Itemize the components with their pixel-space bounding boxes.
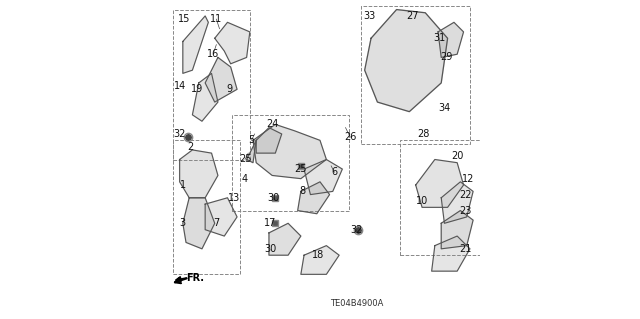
Text: 31: 31	[433, 33, 445, 43]
Text: 7: 7	[213, 218, 220, 228]
Text: 9: 9	[226, 84, 232, 94]
Polygon shape	[205, 198, 237, 236]
Polygon shape	[441, 211, 473, 249]
Text: 25: 25	[239, 154, 252, 165]
Text: 21: 21	[459, 244, 471, 254]
Text: 26: 26	[344, 132, 356, 142]
Text: 10: 10	[416, 196, 428, 206]
Polygon shape	[215, 22, 250, 64]
Polygon shape	[269, 223, 301, 255]
Text: 3: 3	[180, 218, 186, 228]
Polygon shape	[183, 198, 215, 249]
Polygon shape	[416, 160, 463, 207]
Polygon shape	[365, 10, 447, 112]
Text: 33: 33	[364, 11, 376, 21]
Polygon shape	[441, 182, 473, 223]
Polygon shape	[301, 246, 339, 274]
Polygon shape	[180, 150, 218, 198]
Polygon shape	[193, 73, 218, 121]
Text: 23: 23	[459, 205, 471, 216]
Text: FR.: FR.	[186, 272, 204, 283]
Text: 18: 18	[312, 250, 324, 260]
Text: 13: 13	[228, 193, 240, 203]
Polygon shape	[256, 128, 282, 153]
Text: 4: 4	[242, 174, 248, 184]
Text: 28: 28	[417, 129, 430, 139]
Text: 16: 16	[207, 49, 220, 59]
Polygon shape	[246, 140, 256, 163]
Text: 5: 5	[248, 135, 255, 145]
Text: 1: 1	[180, 180, 186, 190]
Text: 19: 19	[191, 84, 204, 94]
Text: 24: 24	[266, 119, 278, 130]
Text: TE04B4900A: TE04B4900A	[330, 299, 383, 308]
Text: 15: 15	[178, 14, 191, 24]
Polygon shape	[298, 182, 330, 214]
Text: 17: 17	[264, 218, 276, 228]
Text: 12: 12	[462, 174, 474, 184]
Text: 11: 11	[210, 14, 223, 24]
Text: 2: 2	[188, 142, 194, 152]
Polygon shape	[253, 124, 326, 179]
Text: 32: 32	[351, 225, 363, 235]
Text: 22: 22	[459, 189, 472, 200]
Polygon shape	[304, 160, 342, 195]
Polygon shape	[431, 236, 470, 271]
Text: 20: 20	[451, 151, 463, 161]
Text: 30: 30	[264, 244, 276, 254]
Text: 27: 27	[406, 11, 419, 21]
Text: 32: 32	[173, 129, 186, 139]
Polygon shape	[205, 57, 237, 102]
Text: 30: 30	[268, 193, 280, 203]
Text: 25: 25	[294, 164, 307, 174]
Text: 34: 34	[438, 103, 451, 114]
FancyArrowPatch shape	[176, 277, 186, 281]
Text: 29: 29	[440, 52, 452, 63]
Polygon shape	[183, 16, 209, 73]
Text: 8: 8	[300, 186, 305, 197]
Text: 14: 14	[173, 81, 186, 91]
Polygon shape	[438, 22, 463, 57]
Text: 6: 6	[332, 167, 337, 177]
